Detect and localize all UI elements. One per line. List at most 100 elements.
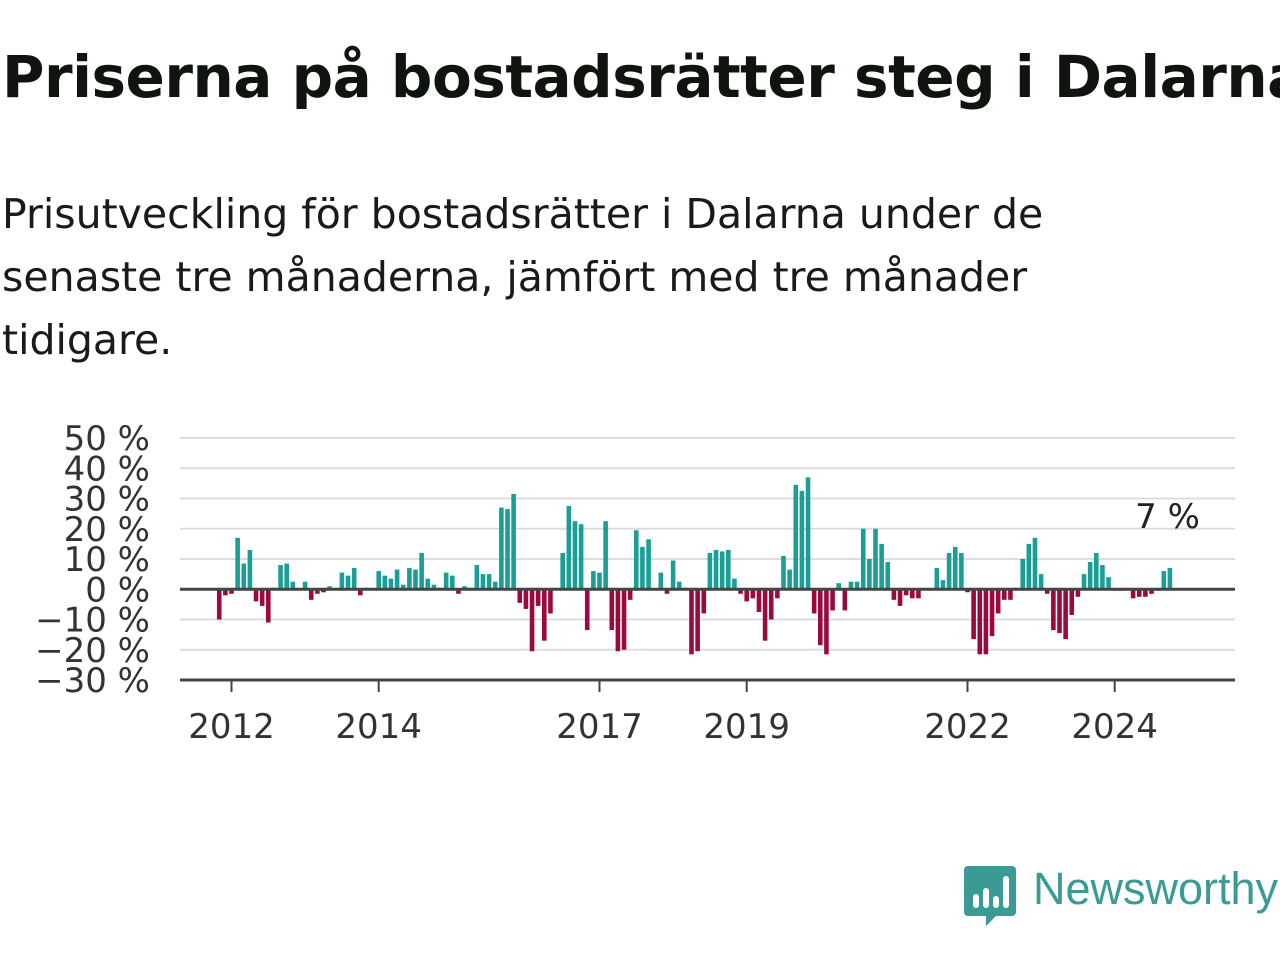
bar <box>621 589 627 650</box>
bar <box>701 589 707 614</box>
bar <box>805 477 811 590</box>
bar-series <box>216 477 1173 655</box>
bar <box>566 506 572 590</box>
bar <box>726 549 731 590</box>
x-tick-label: 2024 <box>1071 707 1158 740</box>
tick-labels: 50 %40 %30 %20 %10 %0 %−10 %−20 %−30 % 20… <box>35 419 1200 740</box>
bar <box>910 589 915 599</box>
bar <box>799 490 805 590</box>
y-tick-label: −20 % <box>35 631 150 671</box>
x-tick-label: 2017 <box>556 707 643 740</box>
bar <box>1057 589 1062 634</box>
bar <box>1149 589 1154 594</box>
bar <box>315 589 320 594</box>
bar <box>713 549 719 590</box>
bar <box>1075 589 1081 597</box>
bar <box>959 552 964 590</box>
bar <box>879 543 884 590</box>
bar <box>738 589 743 594</box>
bar-chart: 50 %40 %30 %20 %10 %0 %−10 %−20 %−30 % 20… <box>35 419 1235 740</box>
bar <box>830 589 835 611</box>
bar <box>339 572 345 590</box>
bar <box>216 589 222 620</box>
x-tick-label: 2019 <box>703 707 790 740</box>
bar <box>480 574 486 590</box>
chart-title: Priserna på bostadsrätter steg i Dalarna <box>2 43 1280 111</box>
bar <box>407 568 412 590</box>
bar <box>689 589 694 655</box>
bar <box>443 572 449 590</box>
bar <box>1038 574 1044 590</box>
bar <box>824 589 829 655</box>
bar <box>842 589 848 611</box>
bar <box>542 589 547 641</box>
bar <box>388 578 394 590</box>
bar <box>474 565 480 590</box>
bar <box>535 589 541 606</box>
bar <box>241 563 247 590</box>
bar <box>560 552 565 590</box>
bar <box>1161 571 1167 590</box>
bar <box>695 589 700 652</box>
newsworthy-logo-icon <box>964 866 1016 926</box>
x-tick-label: 2014 <box>335 707 422 740</box>
bar <box>247 549 253 590</box>
y-tick-label: −10 % <box>35 601 150 641</box>
bar <box>290 581 296 590</box>
bar <box>278 565 283 590</box>
bar <box>229 589 234 594</box>
bar <box>768 589 774 620</box>
bar <box>940 580 946 590</box>
bar <box>995 589 1001 614</box>
axes <box>180 587 1235 692</box>
bar <box>793 484 799 590</box>
bar <box>781 555 786 590</box>
bar <box>1020 559 1025 590</box>
bar <box>934 568 940 590</box>
bar <box>492 581 498 590</box>
chart-subtitle: Prisutveckling för bostadsrätter i Dalar… <box>2 190 1044 364</box>
bar <box>646 539 651 590</box>
y-tick-label: 10 % <box>64 540 150 580</box>
bar <box>664 589 670 594</box>
bar <box>327 586 332 590</box>
x-tick-label: 2022 <box>924 707 1011 740</box>
bar <box>591 571 596 590</box>
bar <box>640 546 645 590</box>
bar <box>223 589 228 596</box>
bar <box>517 589 523 603</box>
grid-lines <box>180 437 1235 651</box>
y-tick-label: 50 % <box>64 419 150 459</box>
bar <box>658 572 664 590</box>
bar <box>965 589 970 593</box>
bar <box>916 589 921 599</box>
bar <box>818 589 823 646</box>
bar <box>584 589 590 631</box>
bar <box>548 589 553 614</box>
bar <box>891 589 897 600</box>
bar <box>787 569 792 590</box>
bar <box>400 584 406 590</box>
bar <box>836 583 841 590</box>
bar <box>609 589 615 631</box>
bar <box>1167 568 1173 590</box>
bar <box>431 584 437 590</box>
bar <box>811 589 817 614</box>
bar <box>1136 589 1142 597</box>
bar <box>382 575 388 590</box>
bar <box>762 589 768 641</box>
bar <box>529 589 535 652</box>
bar <box>259 589 265 606</box>
brand-name: Newsworthy <box>1033 863 1279 914</box>
bar <box>885 562 891 590</box>
bar <box>1100 565 1105 590</box>
bar <box>1063 589 1068 640</box>
bar <box>897 589 903 606</box>
bar <box>266 589 271 623</box>
bar <box>578 524 584 590</box>
bar <box>419 552 424 590</box>
bar <box>867 559 872 590</box>
bar <box>425 578 431 590</box>
bar <box>719 551 725 590</box>
bar <box>873 528 878 590</box>
